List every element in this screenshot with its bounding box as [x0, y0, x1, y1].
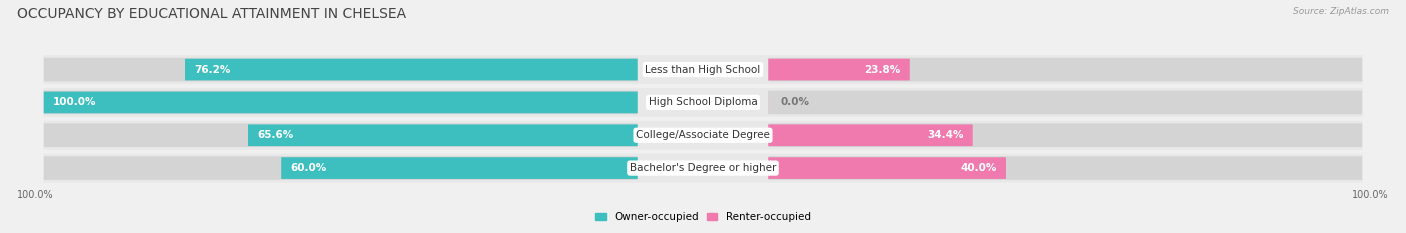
- Text: Bachelor's Degree or higher: Bachelor's Degree or higher: [630, 163, 776, 173]
- FancyBboxPatch shape: [281, 157, 638, 179]
- FancyBboxPatch shape: [44, 88, 1362, 117]
- Text: OCCUPANCY BY EDUCATIONAL ATTAINMENT IN CHELSEA: OCCUPANCY BY EDUCATIONAL ATTAINMENT IN C…: [17, 7, 406, 21]
- FancyBboxPatch shape: [247, 124, 638, 146]
- Text: High School Diploma: High School Diploma: [648, 97, 758, 107]
- Text: 34.4%: 34.4%: [927, 130, 963, 140]
- FancyBboxPatch shape: [768, 123, 1362, 147]
- FancyBboxPatch shape: [44, 55, 1362, 84]
- FancyBboxPatch shape: [768, 58, 1362, 81]
- Text: Source: ZipAtlas.com: Source: ZipAtlas.com: [1294, 7, 1389, 16]
- FancyBboxPatch shape: [768, 157, 1005, 179]
- FancyBboxPatch shape: [44, 121, 1362, 150]
- Text: 100.0%: 100.0%: [1353, 190, 1389, 200]
- Legend: Owner-occupied, Renter-occupied: Owner-occupied, Renter-occupied: [591, 208, 815, 226]
- FancyBboxPatch shape: [186, 59, 638, 80]
- FancyBboxPatch shape: [44, 92, 638, 113]
- Text: 23.8%: 23.8%: [865, 65, 901, 75]
- FancyBboxPatch shape: [44, 154, 1362, 182]
- FancyBboxPatch shape: [768, 91, 1362, 114]
- FancyBboxPatch shape: [768, 59, 910, 80]
- Text: 0.0%: 0.0%: [780, 97, 810, 107]
- Text: 76.2%: 76.2%: [194, 65, 231, 75]
- Text: 65.6%: 65.6%: [257, 130, 294, 140]
- Text: Less than High School: Less than High School: [645, 65, 761, 75]
- Text: 100.0%: 100.0%: [17, 190, 53, 200]
- FancyBboxPatch shape: [44, 91, 638, 114]
- Text: 100.0%: 100.0%: [52, 97, 96, 107]
- FancyBboxPatch shape: [768, 124, 973, 146]
- FancyBboxPatch shape: [44, 156, 638, 180]
- Text: College/Associate Degree: College/Associate Degree: [636, 130, 770, 140]
- FancyBboxPatch shape: [768, 156, 1362, 180]
- FancyBboxPatch shape: [44, 58, 638, 81]
- Text: 40.0%: 40.0%: [960, 163, 997, 173]
- Text: 60.0%: 60.0%: [290, 163, 326, 173]
- FancyBboxPatch shape: [44, 123, 638, 147]
